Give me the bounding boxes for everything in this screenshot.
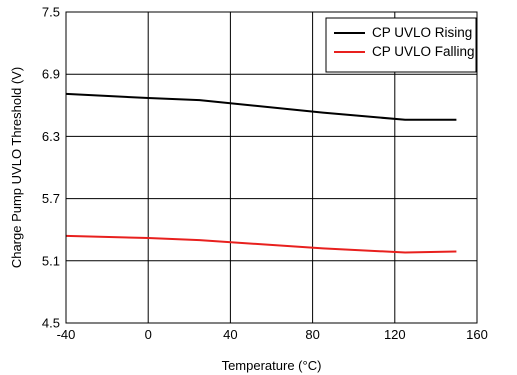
tick-labels: -40 0 40 80 120 160 4.5 5.1 5.7 6.3 6.9 7.5 bbox=[42, 5, 488, 343]
legend-label-cp-uvlo-falling: CP UVLO Falling bbox=[372, 44, 475, 59]
series-lines bbox=[65, 92, 457, 254]
x-axis-title: Temperature (°C) bbox=[222, 358, 322, 373]
x-tick-label: 160 bbox=[466, 327, 488, 342]
x-tick-label: -40 bbox=[57, 327, 76, 342]
y-tick-label: 5.1 bbox=[42, 253, 60, 268]
x-tick-label: 0 bbox=[145, 327, 152, 342]
legend-label-cp-uvlo-rising: CP UVLO Rising bbox=[372, 25, 472, 40]
series-line-cp-uvlo-rising bbox=[65, 92, 457, 121]
y-tick-label: 6.9 bbox=[42, 67, 60, 82]
legend: CP UVLO Rising CP UVLO Falling bbox=[325, 17, 477, 73]
x-tick-label: 40 bbox=[223, 327, 237, 342]
plot-frame bbox=[65, 11, 478, 324]
x-tick-label: 120 bbox=[384, 327, 406, 342]
series-line-cp-uvlo-falling bbox=[65, 234, 457, 254]
y-tick-label: 5.7 bbox=[42, 191, 60, 206]
x-tick-label: 80 bbox=[305, 327, 319, 342]
y-tick-label: 4.5 bbox=[42, 316, 60, 331]
y-tick-label: 7.5 bbox=[42, 5, 60, 20]
legend-box bbox=[325, 17, 477, 73]
y-tick-label: 6.3 bbox=[42, 129, 60, 144]
y-axis-title: Charge Pump UVLO Threshold (V) bbox=[9, 67, 24, 268]
